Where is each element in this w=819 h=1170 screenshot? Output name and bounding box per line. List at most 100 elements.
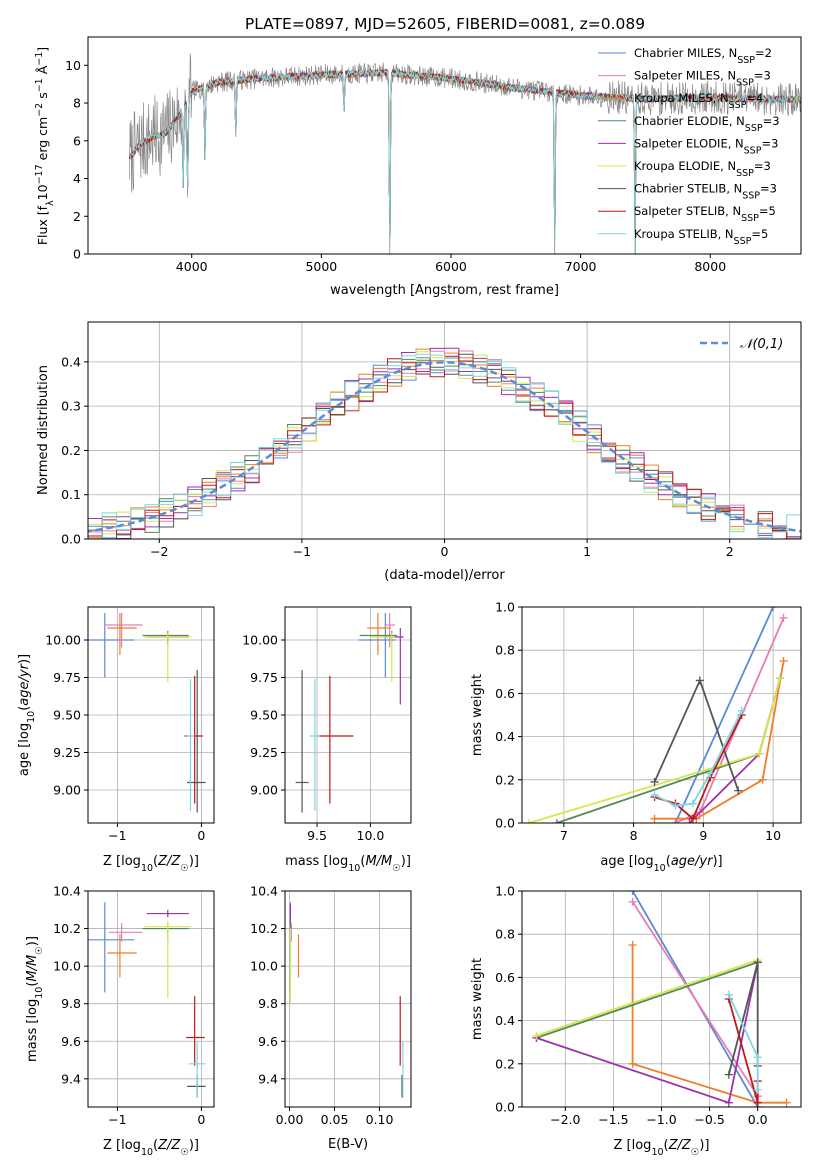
x-axis-label: Z [log10(Z/Z☉)] [103,854,199,874]
series-marker [706,769,715,778]
axes-frame [87,36,802,255]
y-tick-label: 0.8 [495,643,515,658]
age-vs-mass-panel: 9.5 10.0 9.00 9.25 9.50 9.75 10.00 mass [log10(… [242,606,412,874]
axes-frame [87,890,215,1108]
model-spectrum-salpeter-stelib [129,68,801,254]
axes-frame [521,606,802,824]
y-tick-label: 1.0 [495,884,515,899]
series-marker [758,775,767,784]
series-marker [779,657,788,665]
series-marker [753,1085,762,1094]
x-tick-label: 5000 [305,259,337,274]
y-tick-label: 10.0 [250,959,278,974]
x-tick-label: −2 [150,544,168,559]
axes-frame [284,890,412,1108]
spectrum-panel: 4000 5000 6000 7000 8000 0 2 4 6 8 10 Chabrier MILE… [34,36,802,298]
x-tick-label: 9.5 [307,828,327,843]
x-axis-label: Z [log10(Z/Z☉)] [614,1138,710,1158]
legend-entry-kroupa-stelib: Kroupa STELIB, NSSP=5 [634,227,768,247]
series-marker [628,897,637,906]
x-tick-label: −0.5 [694,1112,724,1127]
point-salpeter-stelib [317,676,354,804]
series-marker [671,819,680,823]
series-marker [724,990,733,999]
y-tick-label: 9.8 [258,996,278,1011]
series-salpeter-stelib [650,711,746,823]
legend-entry-kroupa-miles: Kroupa MILES, NSSP=4 [634,91,763,111]
plot-area [295,613,404,813]
y-tick-label: 0.2 [495,1056,515,1071]
series-salpeter-elodie [532,958,762,1107]
series-marker [776,674,785,683]
series-marker [532,1031,541,1040]
x-axis-label: Z [log10(Z/Z☉)] [103,1138,199,1158]
y-axis-label: mass weight [470,958,485,1040]
y-tick-label: 0.6 [495,970,515,985]
series-line [653,677,740,791]
y-tick-label: 9.6 [61,1034,81,1049]
series-line [654,714,743,821]
y-axis-label: age [log10(age/yr)] [17,654,37,776]
series-marker [628,891,637,895]
series-marker [724,1070,733,1079]
y-tick-label: 0.0 [495,1100,515,1115]
model-spectrum-kroupa-stelib [129,68,801,254]
series-kroupa-stelib [650,706,746,810]
x-tick-label: 8 [630,828,638,843]
series-marker [688,814,697,823]
x-tick-label: 8000 [694,259,726,274]
x-tick-label: 7000 [565,259,597,274]
series-line [536,959,758,1037]
y-tick-label: 9.6 [258,1034,278,1049]
x-tick-label: 6000 [435,259,467,274]
residuals-panel: −2 −1 0 1 2 0.0 0.1 0.2 0.3 0.4 𝒩(0,1) (data-model)… [36,321,802,583]
series-line [654,710,743,807]
y-tick-label: 9.00 [250,783,278,798]
x-tick-label: 7 [560,828,568,843]
y-axis-label: mass [log10(M/M☉)] [25,936,45,1062]
point-salpeter-miles [384,613,395,648]
series-marker [753,958,762,967]
x-tick-label: −1.5 [598,1112,628,1127]
x-tick-label: 0 [197,828,205,843]
x-tick-label: 10 [765,828,781,843]
y-tick-label: 2 [73,209,81,224]
x-tick-label: −2.0 [550,1112,580,1127]
y-tick-label: 0.0 [61,532,81,547]
point-chabrier-elodie [142,922,189,938]
x-tick-label: 2 [726,544,734,559]
x-axis-label: age [log10(age/yr)] [600,854,722,874]
y-tick-label: 0.8 [495,927,515,942]
series-marker [753,1053,762,1062]
legend-entry-kroupa-elodie: Kroupa ELODIE, NSSP=3 [634,159,771,179]
massweight-vs-z-panel: −2.0 −1.5 −1.0 −0.5 0.0 0.0 0.2 0.4 0.6 0.8 1.0 Z [… [470,884,802,1158]
legend-entry-salpeter-elodie: Salpeter ELODIE, NSSP=3 [634,136,778,156]
series-marker [737,706,746,715]
x-axis-label: (data-model)/error [384,568,505,583]
series-line [654,660,785,820]
point-chabrier-miles [88,902,135,993]
point-chabrier-stelib [295,670,309,813]
series-line [528,678,781,823]
series-marker [753,1098,762,1107]
series-marker [688,799,697,808]
y-axis-label: mass weight [470,674,485,756]
series-marker [769,607,778,611]
y-tick-label: 0.2 [495,772,515,787]
legend-entry-chabrier-stelib: Chabrier STELIB, NSSP=3 [634,182,777,202]
y-tick-label: 10.00 [45,633,81,648]
point-kroupa-stelib [188,1041,206,1098]
y-tick-label: 0.4 [61,354,81,369]
series-marker [782,1098,791,1107]
point-kroupa-elodie [144,921,192,999]
series-marker [734,786,743,795]
plot-area [88,347,801,539]
legend-entry-salpeter-stelib: Salpeter STELIB, NSSP=5 [634,204,776,224]
point-chabrier-miles [88,613,135,678]
series-kroupa-miles [650,657,788,823]
y-axis-label: Normed distribution [36,365,51,495]
y-tick-label: 9.75 [250,670,278,685]
y-tick-label: 0.6 [495,686,515,701]
mass-vs-z-panel: −1 0 9.4 9.6 9.8 10.0 10.2 10.4 Z [log10(Z/Z☉)] m… [25,884,215,1158]
